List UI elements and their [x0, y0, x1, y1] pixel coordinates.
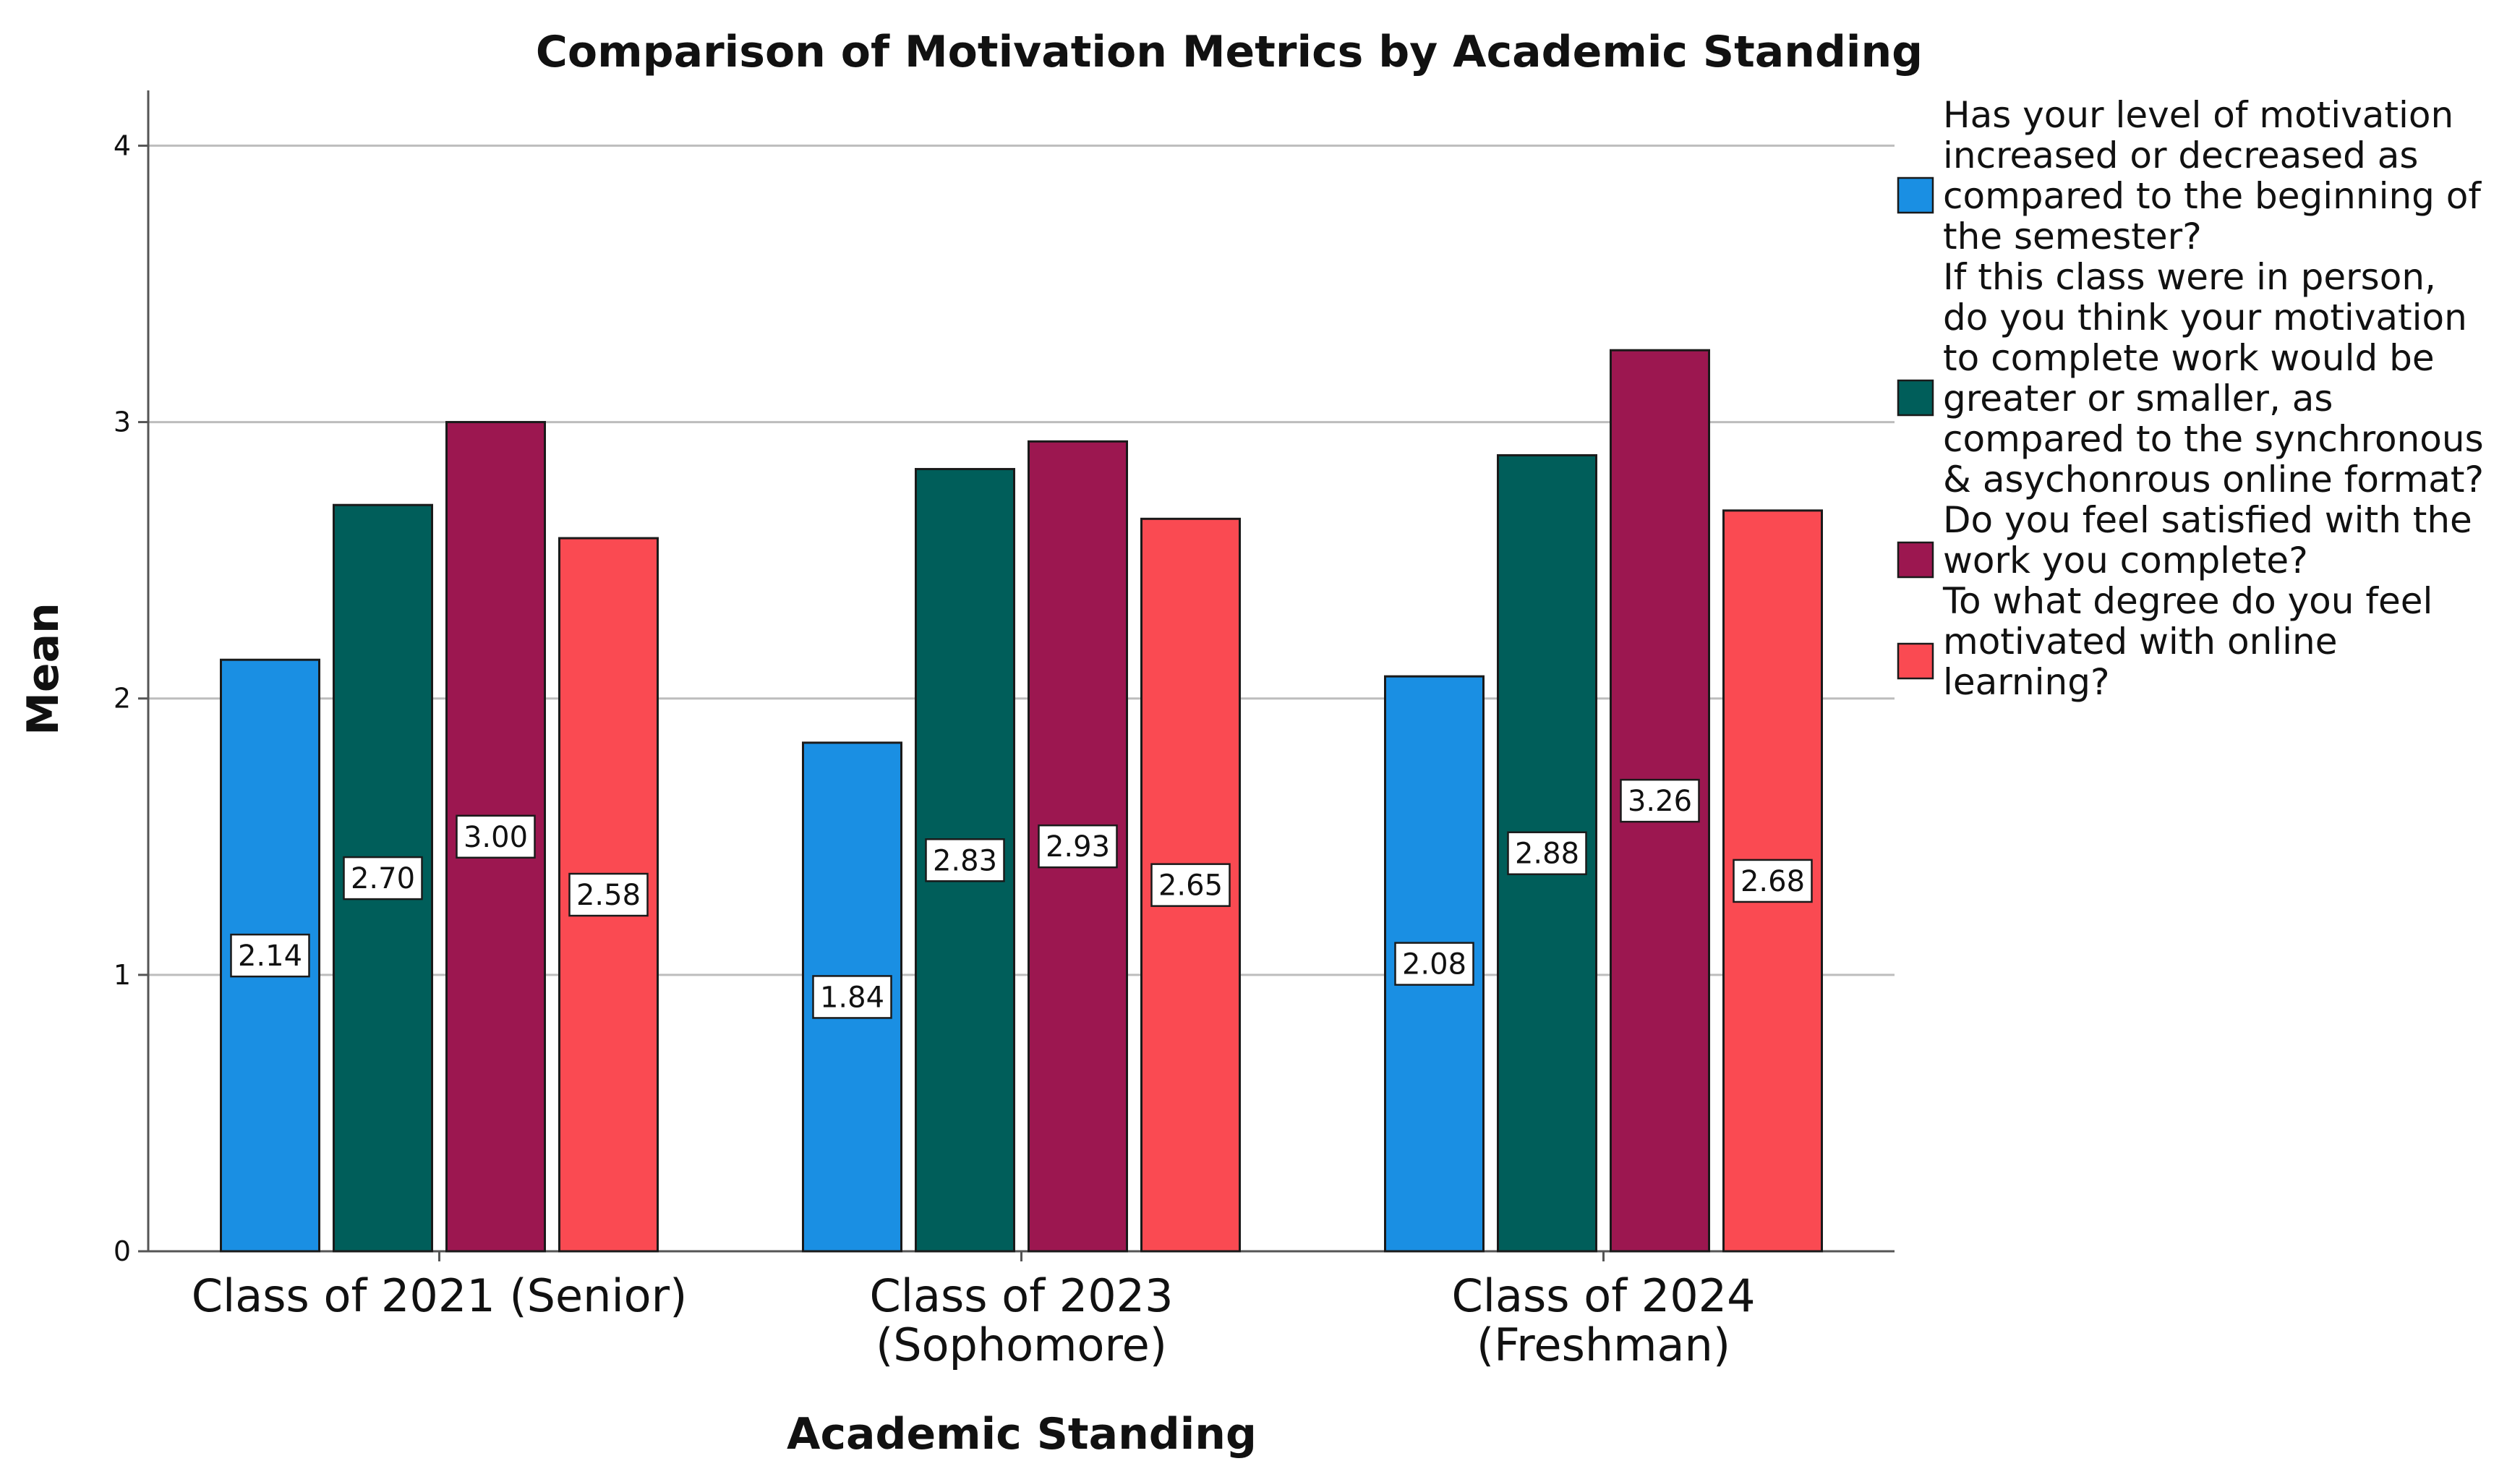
y-tick-label-0: 0 [114, 1235, 131, 1267]
data-label-box-c1-s1 [230, 933, 310, 978]
data-label-c2-s1: 1.84 [820, 981, 884, 1014]
legend-label-2-line-5: compared to the synchronous [1943, 418, 2484, 460]
data-label-c3-s4: 2.68 [1740, 865, 1805, 898]
y-tick-label-2: 2 [114, 683, 131, 715]
data-label-box-c2-s1 [812, 975, 892, 1019]
y-tick-label-1: 1 [114, 959, 131, 991]
data-label-c2-s3: 2.93 [1046, 830, 1110, 864]
gridlines [148, 144, 1895, 976]
legend-swatch-2 [1897, 379, 1934, 417]
data-label-box-c1-s3 [456, 814, 536, 859]
y-tick-label-4: 4 [114, 129, 131, 161]
legend-label-2-line-1: If this class were in person, [1943, 256, 2436, 298]
legend-label-1-line-4: the semester? [1943, 216, 2202, 257]
legend-label-1-line-2: increased or decreased as [1943, 135, 2418, 176]
data-label-box-c3-s3 [1620, 778, 1700, 823]
data-label-box-c2-s4 [1150, 863, 1231, 907]
legend-swatch-1 [1897, 176, 1934, 214]
x-tick-label-2-line-1: Class of 2023 [869, 1269, 1173, 1322]
data-label-box-c3-s2 [1507, 831, 1587, 875]
legend-label-1-line-3: compared to the beginning of [1943, 175, 2482, 217]
data-label-box-c1-s2 [343, 856, 423, 900]
x-tick-labels: Class of 2021 (Senior) Class of 2023(Soph… [192, 1269, 1756, 1371]
bars [220, 349, 1823, 1253]
y-tick-labels: 0 1 2 3 4 [114, 129, 131, 1267]
legend-label-4-line-2: motivated with online [1943, 621, 2338, 663]
legend-swatch-4 [1897, 642, 1934, 680]
data-label-c1-s4: 2.58 [576, 879, 641, 912]
x-tick-label-3-line-1: Class of 2024 [1451, 1269, 1755, 1322]
legend-label-2-line-3: to complete work would be [1943, 337, 2435, 379]
x-tick-label-3-line-2: (Freshman) [1477, 1319, 1730, 1371]
legend-label-2-line-2: do you think your motivation [1943, 297, 2467, 338]
data-label-c2-s4: 2.65 [1158, 869, 1223, 903]
data-label-box-c3-s4 [1733, 859, 1813, 903]
legend-label-3-line-1: Do you feel satisfied with the [1943, 499, 2472, 541]
axes [138, 90, 1895, 1261]
chart-title: Comparison of Motivation Metrics by Acad… [536, 27, 1923, 77]
data-label-box-c3-s1 [1394, 942, 1474, 986]
legend-label-1-line-1: Has your level of motivation [1943, 94, 2453, 136]
data-label-c1-s2: 2.70 [351, 862, 415, 895]
data-label-box-c2-s3 [1038, 824, 1118, 869]
legend-label-2-line-4: greater or smaller, as [1943, 378, 2333, 420]
data-label-box-c2-s2 [925, 838, 1005, 882]
data-label-c3-s3: 3.26 [1628, 785, 1692, 818]
data-label-c1-s3: 3.00 [464, 821, 528, 854]
legend-label-4-line-1: To what degree do you feel [1942, 580, 2433, 622]
data-labels: 2.14 2.70 3.00 2.58 1.84 2.83 2.93 2.65 2.08 2.88… [230, 778, 1813, 1019]
y-tick-label-3: 3 [114, 406, 131, 438]
data-label-box-c1-s4 [568, 872, 649, 917]
legend-label-3-line-2: work you complete? [1943, 540, 2308, 582]
data-label-c2-s2: 2.83 [933, 844, 997, 877]
legend-swatch-3 [1897, 541, 1934, 579]
data-label-c1-s1: 2.14 [238, 940, 302, 973]
y-axis-title: Mean [18, 602, 69, 736]
x-tick-label-1-line-1: Class of 2021 (Senior) [192, 1269, 688, 1322]
data-label-c3-s2: 2.88 [1515, 838, 1579, 871]
x-tick-label-2-line-2: (Sophomore) [876, 1319, 1167, 1371]
legend-label-4-line-3: learning? [1943, 661, 2110, 703]
x-axis-title: Academic Standing [787, 1409, 1257, 1460]
data-label-c3-s1: 2.08 [1402, 948, 1466, 981]
legend-label-2-line-6: & asychonrous online format? [1943, 459, 2484, 501]
